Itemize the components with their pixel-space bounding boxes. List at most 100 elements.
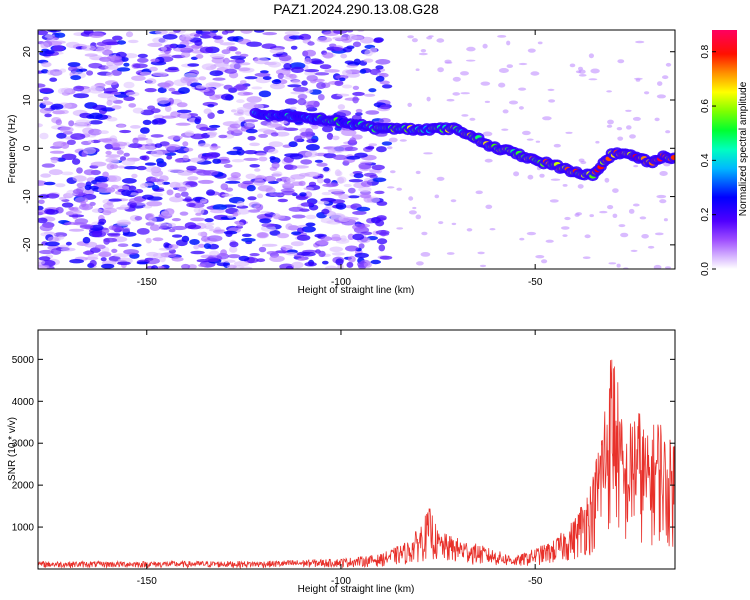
noise-cell xyxy=(72,188,84,195)
noise-cell xyxy=(105,157,119,163)
noise-cell xyxy=(82,236,91,244)
noise-cell xyxy=(466,46,476,52)
noise-cell xyxy=(163,242,170,249)
noise-cell xyxy=(612,213,618,218)
noise-cell xyxy=(513,171,520,177)
noise-cell xyxy=(291,214,306,219)
noise-cell xyxy=(131,243,142,248)
noise-cell xyxy=(167,168,184,173)
noise-cell xyxy=(589,214,594,218)
noise-cell xyxy=(281,190,296,196)
noise-cell xyxy=(518,87,527,91)
noise-cell xyxy=(535,255,545,259)
noise-cell xyxy=(141,155,150,161)
y-tick-label: 5000 xyxy=(12,355,35,366)
noise-cell xyxy=(161,181,171,185)
noise-cell xyxy=(323,166,330,172)
noise-cell xyxy=(333,30,348,34)
noise-cell xyxy=(324,69,340,73)
noise-cell xyxy=(628,208,635,214)
noise-cell xyxy=(508,100,519,105)
noise-cell xyxy=(247,209,260,213)
noise-cell xyxy=(105,80,118,86)
noise-cell xyxy=(446,252,455,255)
noise-cell xyxy=(111,105,122,110)
noise-cell xyxy=(47,30,62,33)
noise-cell xyxy=(352,233,365,241)
noise-cell xyxy=(548,99,556,103)
noise-cell xyxy=(465,59,476,62)
noise-cell xyxy=(665,62,672,67)
noise-cell xyxy=(272,171,283,178)
ridge-cell xyxy=(670,155,675,160)
y-tick-label: 10 xyxy=(22,94,33,106)
noise-cell xyxy=(134,216,143,221)
noise-cell xyxy=(150,134,164,138)
noise-cell xyxy=(269,193,286,197)
snr-ticks: -150 -100 -50 1000 2000 3000 4000 5000 xyxy=(12,330,675,587)
noise-cell xyxy=(291,66,304,73)
noise-cell xyxy=(347,187,356,194)
noise-cell xyxy=(620,232,629,238)
noise-cell xyxy=(123,62,130,67)
noise-cell xyxy=(345,245,359,252)
noise-cell xyxy=(256,193,264,199)
noise-cell xyxy=(104,143,114,150)
noise-cell xyxy=(148,66,158,72)
noise-cell xyxy=(310,80,317,84)
noise-cell xyxy=(238,67,251,72)
noise-cell xyxy=(475,190,483,195)
noise-cell xyxy=(146,251,159,257)
noise-cell xyxy=(73,85,85,92)
noise-cell xyxy=(300,159,313,165)
noise-cell xyxy=(68,228,85,232)
noise-cell xyxy=(180,113,192,120)
noise-cell xyxy=(166,189,174,196)
noise-cell xyxy=(121,189,132,196)
noise-cell xyxy=(283,63,292,70)
noise-cell xyxy=(371,164,385,171)
noise-cell xyxy=(408,210,417,215)
noise-cell xyxy=(186,202,196,208)
noise-cell xyxy=(550,178,561,181)
y-tick-label: 0 xyxy=(22,145,33,151)
noise-cell xyxy=(209,70,224,77)
noise-cell xyxy=(305,150,318,158)
noise-cell xyxy=(399,139,407,142)
noise-cell xyxy=(187,176,199,181)
noise-cell xyxy=(626,125,632,130)
noise-cell xyxy=(349,137,357,144)
noise-cell xyxy=(381,84,393,89)
noise-cell xyxy=(92,104,107,111)
noise-cell xyxy=(136,165,147,171)
noise-cell xyxy=(360,193,372,199)
noise-cell xyxy=(38,30,49,36)
noise-cell xyxy=(249,253,260,257)
noise-cell xyxy=(498,68,509,73)
noise-cell xyxy=(489,228,496,231)
noise-cell xyxy=(49,77,58,82)
noise-cell xyxy=(238,116,245,122)
noise-cell xyxy=(229,123,241,129)
noise-cell xyxy=(60,87,73,94)
noise-cell xyxy=(665,130,671,134)
noise-cell xyxy=(61,153,77,160)
noise-cell xyxy=(38,249,54,255)
noise-cell xyxy=(358,186,372,193)
noise-cell xyxy=(375,169,382,174)
noise-cell xyxy=(319,64,332,70)
noise-cell xyxy=(359,69,367,74)
noise-cell xyxy=(297,98,307,106)
noise-cell xyxy=(41,61,52,68)
noise-cell xyxy=(234,261,250,267)
spectrogram-xlabel: Height of straight line (km) xyxy=(298,285,415,296)
noise-cell xyxy=(189,239,200,245)
noise-cell xyxy=(243,119,259,123)
noise-cell xyxy=(219,42,236,46)
noise-cell xyxy=(336,110,352,117)
x-tick-label: -150 xyxy=(137,576,157,587)
noise-cell xyxy=(106,55,122,61)
noise-cell xyxy=(226,130,235,135)
noise-cell xyxy=(261,43,277,49)
